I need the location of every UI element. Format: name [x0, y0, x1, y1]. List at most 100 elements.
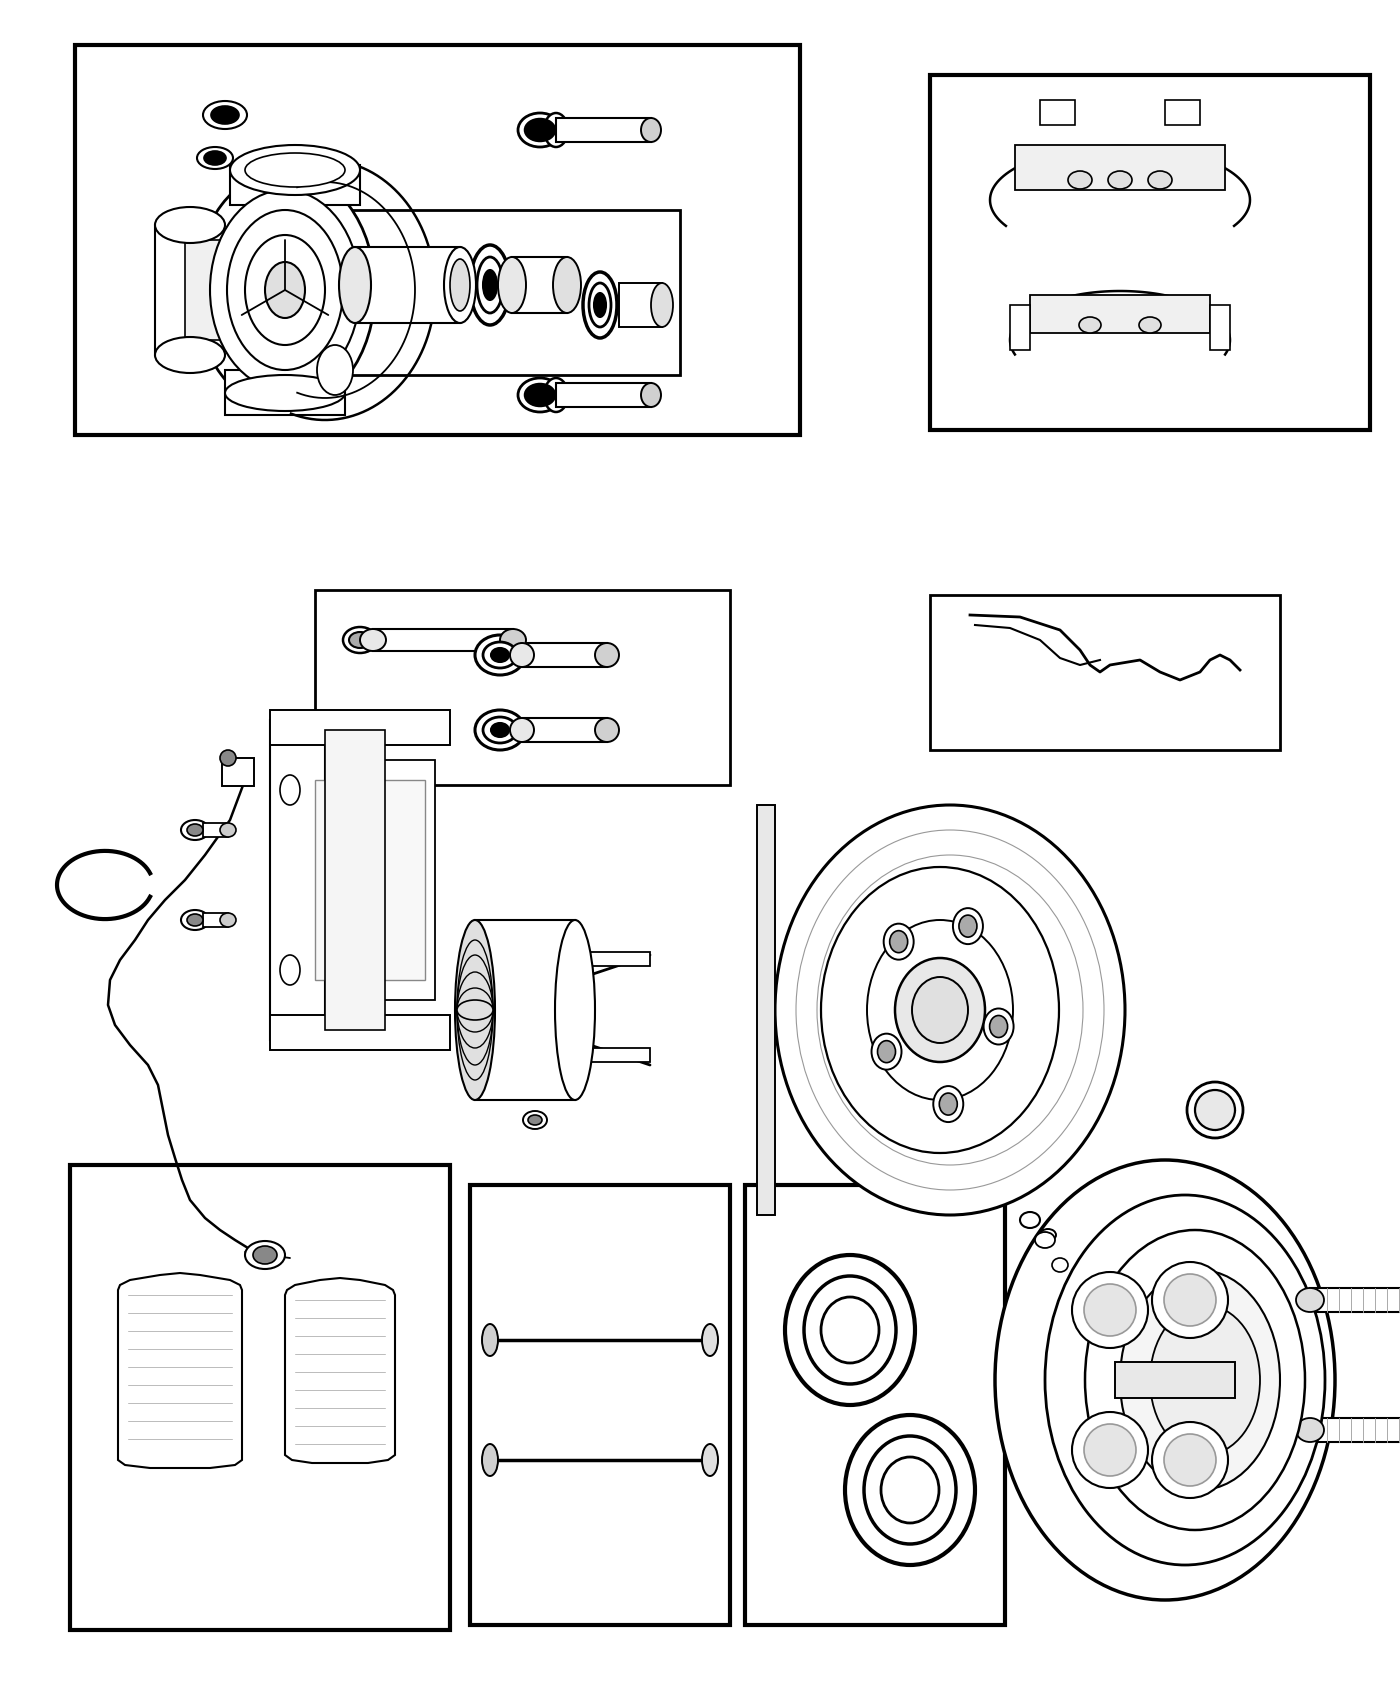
- Bar: [1210, 304, 1231, 350]
- Bar: [330, 211, 680, 376]
- Ellipse shape: [1148, 172, 1172, 189]
- Bar: [372, 629, 512, 651]
- Ellipse shape: [155, 207, 225, 243]
- Ellipse shape: [280, 955, 300, 984]
- Ellipse shape: [339, 246, 371, 323]
- Ellipse shape: [155, 337, 225, 372]
- Bar: [1114, 1362, 1235, 1397]
- Ellipse shape: [181, 819, 209, 840]
- Ellipse shape: [883, 923, 914, 960]
- Ellipse shape: [1035, 1232, 1056, 1248]
- Ellipse shape: [500, 629, 526, 651]
- Ellipse shape: [181, 910, 209, 930]
- Ellipse shape: [444, 246, 476, 323]
- Bar: [223, 758, 253, 785]
- Ellipse shape: [220, 750, 237, 767]
- Ellipse shape: [188, 915, 203, 926]
- Ellipse shape: [934, 1086, 963, 1122]
- Ellipse shape: [846, 1414, 974, 1566]
- Ellipse shape: [1149, 1306, 1260, 1455]
- Ellipse shape: [804, 1277, 896, 1384]
- Bar: [203, 913, 228, 927]
- Ellipse shape: [204, 151, 225, 165]
- Ellipse shape: [349, 632, 371, 648]
- Ellipse shape: [881, 1457, 939, 1523]
- Ellipse shape: [1296, 1418, 1324, 1442]
- Bar: [203, 823, 228, 836]
- Ellipse shape: [895, 959, 986, 1062]
- Ellipse shape: [545, 112, 568, 146]
- Bar: [1040, 100, 1075, 126]
- Ellipse shape: [483, 717, 517, 743]
- Ellipse shape: [265, 262, 305, 318]
- Ellipse shape: [456, 1000, 493, 1020]
- Ellipse shape: [483, 643, 517, 668]
- Ellipse shape: [553, 257, 581, 313]
- Ellipse shape: [211, 105, 239, 124]
- Ellipse shape: [316, 345, 353, 394]
- Ellipse shape: [475, 636, 525, 675]
- Ellipse shape: [197, 146, 232, 168]
- Ellipse shape: [491, 648, 510, 661]
- Ellipse shape: [995, 1159, 1336, 1600]
- Bar: [325, 729, 385, 1030]
- Ellipse shape: [227, 211, 343, 371]
- Bar: [1015, 144, 1225, 190]
- Ellipse shape: [776, 806, 1126, 1216]
- Ellipse shape: [1021, 1212, 1040, 1227]
- Ellipse shape: [1163, 1435, 1217, 1486]
- Bar: [745, 1185, 1005, 1625]
- Ellipse shape: [554, 920, 595, 1100]
- Ellipse shape: [1079, 316, 1100, 333]
- Ellipse shape: [1152, 1261, 1228, 1338]
- Polygon shape: [286, 1278, 395, 1464]
- Ellipse shape: [939, 1093, 958, 1115]
- Ellipse shape: [210, 190, 360, 389]
- Bar: [185, 240, 225, 340]
- Ellipse shape: [203, 100, 246, 129]
- Ellipse shape: [498, 257, 526, 313]
- Bar: [556, 117, 651, 143]
- Ellipse shape: [911, 977, 967, 1044]
- Bar: [930, 75, 1371, 430]
- Bar: [470, 1185, 729, 1625]
- Ellipse shape: [959, 915, 977, 937]
- Ellipse shape: [820, 1297, 879, 1363]
- Ellipse shape: [1163, 1273, 1217, 1326]
- Ellipse shape: [343, 627, 377, 653]
- Ellipse shape: [872, 1034, 902, 1069]
- Ellipse shape: [245, 153, 344, 187]
- Ellipse shape: [1044, 1195, 1324, 1566]
- Ellipse shape: [867, 920, 1014, 1100]
- Ellipse shape: [889, 930, 907, 952]
- Ellipse shape: [545, 377, 568, 411]
- Bar: [270, 1015, 449, 1051]
- Ellipse shape: [1084, 1284, 1135, 1336]
- Bar: [1030, 296, 1210, 333]
- Bar: [155, 224, 225, 355]
- Polygon shape: [118, 1273, 242, 1469]
- Ellipse shape: [360, 629, 386, 651]
- Bar: [270, 721, 325, 1040]
- Ellipse shape: [595, 717, 619, 741]
- Bar: [225, 371, 344, 415]
- Ellipse shape: [477, 257, 503, 313]
- Ellipse shape: [188, 824, 203, 836]
- Ellipse shape: [470, 245, 510, 325]
- Ellipse shape: [582, 272, 617, 338]
- Bar: [305, 760, 435, 1000]
- Bar: [356, 246, 461, 323]
- Ellipse shape: [491, 722, 510, 738]
- Ellipse shape: [878, 1040, 896, 1062]
- Bar: [619, 282, 662, 326]
- Ellipse shape: [1187, 1081, 1243, 1137]
- Bar: [556, 382, 651, 406]
- Ellipse shape: [1072, 1413, 1148, 1488]
- Ellipse shape: [1107, 172, 1133, 189]
- Bar: [522, 643, 608, 666]
- Ellipse shape: [701, 1324, 718, 1357]
- Ellipse shape: [449, 258, 470, 311]
- Bar: [1050, 1285, 1120, 1375]
- Ellipse shape: [245, 235, 325, 345]
- Ellipse shape: [990, 1015, 1008, 1037]
